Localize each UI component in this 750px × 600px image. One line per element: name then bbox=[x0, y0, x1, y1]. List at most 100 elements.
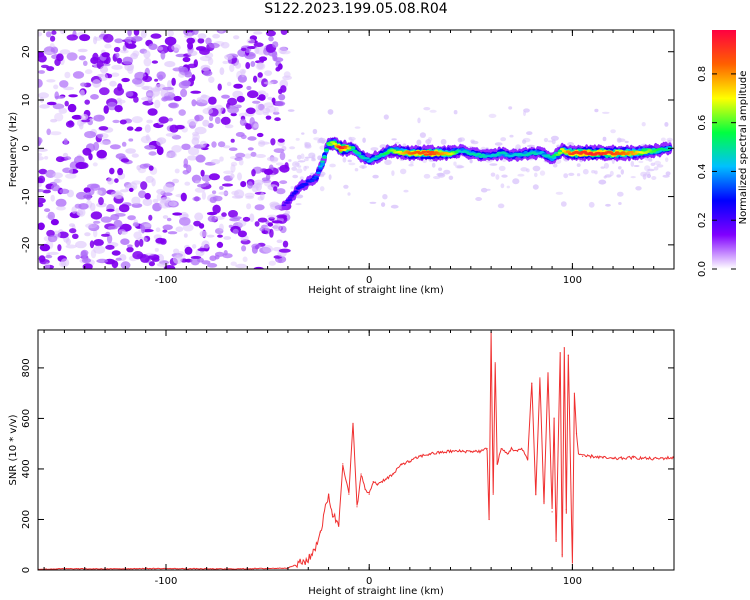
noise-speckle bbox=[230, 161, 238, 167]
snr-point bbox=[575, 433, 578, 435]
noise-speckle bbox=[273, 106, 279, 114]
snr-point bbox=[539, 377, 541, 379]
noise-speckle bbox=[192, 30, 199, 35]
snr-point bbox=[480, 450, 482, 452]
noise-speckle bbox=[204, 181, 210, 186]
noise-speckle bbox=[39, 243, 51, 252]
spread-speckle bbox=[509, 134, 514, 138]
noise-speckle bbox=[168, 117, 174, 122]
noise-speckle bbox=[45, 31, 52, 38]
noise-speckle bbox=[268, 260, 276, 266]
spread-speckle bbox=[618, 138, 626, 142]
spread-speckle bbox=[653, 166, 659, 171]
noise-speckle bbox=[114, 38, 124, 44]
snr-point bbox=[496, 463, 498, 465]
noise-speckle bbox=[54, 95, 65, 99]
noise-speckle bbox=[150, 33, 162, 39]
ridge-cell bbox=[421, 150, 427, 154]
noise-speckle bbox=[258, 90, 266, 95]
noise-speckle bbox=[162, 215, 169, 219]
noise-speckle bbox=[71, 206, 77, 214]
noise-speckle bbox=[190, 90, 202, 94]
noise-speckle bbox=[65, 120, 75, 128]
spread-speckle bbox=[644, 165, 651, 172]
noise-speckle bbox=[164, 61, 176, 68]
spread-speckle bbox=[567, 142, 575, 147]
snr-point bbox=[488, 518, 490, 521]
noise-speckle bbox=[274, 117, 281, 122]
noise-speckle bbox=[64, 156, 72, 161]
spread-speckle bbox=[440, 138, 447, 145]
colorbar: 0.0 0.2 0.4 0.6 0.8 Normalized spectral ampli… bbox=[697, 30, 749, 277]
snr-point bbox=[527, 458, 529, 460]
noise-speckle bbox=[111, 250, 121, 256]
noise-speckle bbox=[234, 62, 242, 69]
ridge-cell bbox=[281, 204, 287, 207]
spread-speckle bbox=[369, 201, 377, 204]
noise-speckle bbox=[263, 102, 275, 108]
noise-speckle bbox=[126, 126, 134, 131]
noise-speckle bbox=[277, 138, 285, 143]
snr-point bbox=[510, 448, 512, 450]
noise-speckle bbox=[131, 153, 139, 158]
spread-speckle bbox=[638, 160, 644, 164]
spread-speckle bbox=[296, 168, 303, 174]
spread-speckle bbox=[489, 163, 498, 166]
noise-speckle bbox=[151, 60, 158, 64]
noise-speckle bbox=[159, 199, 171, 209]
noise-speckle bbox=[217, 107, 222, 117]
noise-speckle bbox=[113, 87, 125, 96]
noise-speckle bbox=[38, 197, 46, 204]
noise-speckle bbox=[119, 119, 127, 125]
noise-speckle bbox=[251, 184, 259, 193]
noise-speckle bbox=[256, 132, 264, 138]
noise-speckle bbox=[148, 165, 154, 171]
noise-speckle bbox=[172, 178, 180, 184]
noise-speckle bbox=[118, 229, 126, 235]
noise-speckle bbox=[263, 81, 274, 85]
noise-speckle bbox=[142, 197, 153, 207]
noise-speckle bbox=[63, 138, 68, 145]
spread-speckle bbox=[600, 166, 605, 169]
noise-speckle bbox=[218, 191, 229, 195]
noise-speckle bbox=[69, 228, 77, 234]
spread-speckle bbox=[457, 137, 463, 143]
noise-speckle bbox=[141, 97, 152, 101]
snr-point bbox=[531, 382, 533, 384]
spread-speckle bbox=[490, 172, 496, 177]
noise-speckle bbox=[67, 103, 77, 113]
spread-speckle bbox=[348, 136, 356, 141]
noise-speckle bbox=[255, 154, 266, 158]
spread-speckle bbox=[304, 141, 308, 147]
spread-speckle bbox=[408, 163, 414, 167]
noise-speckle bbox=[167, 80, 172, 89]
noise-speckle bbox=[253, 75, 258, 83]
noise-speckle bbox=[47, 235, 58, 243]
snr-point bbox=[559, 352, 561, 354]
noise-speckle bbox=[279, 46, 289, 52]
noise-speckle bbox=[219, 156, 224, 162]
noise-speckle bbox=[51, 30, 57, 35]
noise-speckle bbox=[260, 192, 265, 201]
spread-speckle bbox=[522, 137, 531, 143]
noise-speckle bbox=[191, 99, 197, 107]
snr-point bbox=[360, 473, 362, 475]
noise-speckle bbox=[134, 239, 140, 248]
noise-speckle bbox=[120, 49, 129, 54]
noise-speckle bbox=[98, 126, 109, 131]
snr-point bbox=[419, 455, 421, 457]
ridge-cell bbox=[539, 151, 545, 154]
snr-point bbox=[384, 478, 387, 480]
spread-speckle bbox=[508, 106, 513, 110]
noise-speckle bbox=[222, 60, 229, 65]
spread-speckle bbox=[304, 144, 312, 149]
noise-speckle bbox=[284, 210, 291, 215]
snr-point bbox=[439, 451, 441, 454]
noise-speckle bbox=[255, 103, 260, 112]
noise-speckle bbox=[46, 101, 57, 106]
spread-speckle bbox=[654, 160, 662, 166]
spread-speckle bbox=[383, 114, 389, 120]
snr-point bbox=[553, 417, 555, 419]
ridge-cell bbox=[293, 190, 299, 193]
